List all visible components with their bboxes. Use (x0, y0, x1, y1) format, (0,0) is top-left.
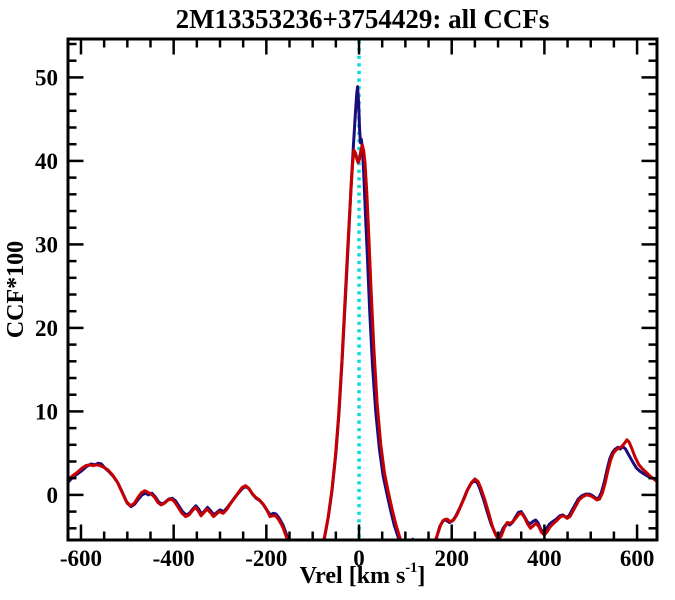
x-tick-label: 600 (620, 546, 655, 571)
x-axis-label-suffix: ] (417, 563, 426, 589)
x-tick-label: -600 (60, 546, 102, 571)
y-tick-label: 50 (35, 65, 58, 90)
series-line-ccf-blue (68, 85, 657, 540)
y-tick-label: 30 (35, 232, 58, 257)
series-line-ccf-red (68, 143, 657, 540)
y-tick-label: 40 (35, 149, 58, 174)
x-axis-label-text: Vrel [km s (299, 563, 406, 589)
y-tick-label: 10 (35, 399, 58, 424)
x-axis-label: Vrel [km s-1] (68, 559, 657, 590)
x-tick-label: -400 (153, 546, 195, 571)
x-tick-label: 400 (527, 546, 562, 571)
y-tick-label: 20 (35, 316, 58, 341)
plot-border (66, 37, 659, 542)
x-axis-label-superscript: -1 (405, 559, 418, 576)
x-tick-label: -200 (245, 546, 287, 571)
plot-title: 2M13353236+3754429: all CCFs (175, 4, 550, 34)
x-tick-label: 200 (434, 546, 469, 571)
y-tick-label: 0 (47, 483, 59, 508)
x-tick-label: 0 (353, 546, 365, 571)
